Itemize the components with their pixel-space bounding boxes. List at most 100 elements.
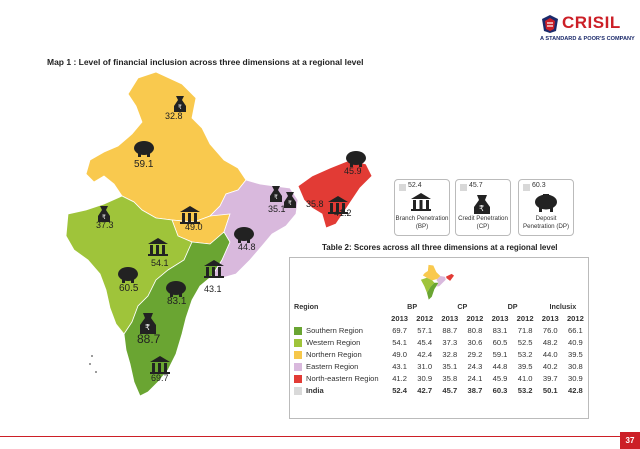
- piggy-bank-icon: [234, 227, 254, 243]
- map-label-north-mid: 59.1: [134, 159, 154, 170]
- india-region-map: ₹ ₹ ₹ ₹ ₹: [65, 71, 373, 397]
- svg-text:₹: ₹: [479, 204, 484, 213]
- table-row: Western Region 54.1 45.4 37.3 30.6 60.5 52.5 48…: [294, 336, 588, 348]
- table-row: North-eastern Region 41.2 30.9 35.8 24.1 45.9…: [294, 372, 588, 384]
- year-header: 2012: [466, 313, 484, 323]
- score-cell: 57.1: [417, 325, 433, 335]
- legend-label: Deposit Penetration (DP): [522, 215, 570, 230]
- legend-label: Credit Penetration (CP): [458, 215, 508, 230]
- year-header: 2013: [541, 313, 559, 323]
- legend-value: 60.3: [532, 182, 546, 189]
- score-cell: 42.8: [568, 385, 583, 395]
- region-color-swatch: [294, 362, 302, 371]
- region-color-swatch: [294, 338, 302, 347]
- group-header-inclusix: Inclusix: [549, 301, 577, 311]
- score-cell: 44.0: [542, 349, 558, 359]
- table-group-header-row: Region BP CP DP Inclusix: [294, 300, 588, 312]
- bank-icon: [150, 356, 170, 374]
- region-name: Eastern Region: [306, 361, 359, 371]
- score-cell: 30.9: [568, 373, 583, 383]
- region-cell: Southern Region: [294, 324, 387, 336]
- table-row: Northern Region 49.0 42.4 32.8 29.2 59.1 53.2 4…: [294, 348, 588, 360]
- money-bag-icon: ₹: [140, 313, 156, 334]
- table-row: Southern Region 69.7 57.1 88.7 80.8 83.1 71.8 7…: [294, 324, 588, 336]
- legend-deposit-penetration: 60.3 Deposit Penetration (DP): [518, 179, 574, 236]
- score-cell: 53.2: [517, 349, 533, 359]
- score-cell: 54.1: [392, 337, 407, 347]
- score-cell: 31.0: [417, 361, 433, 371]
- region-cell: Western Region: [294, 336, 387, 348]
- score-cell: 88.7: [442, 325, 458, 335]
- map-label-south-mid: 88.7: [137, 332, 161, 346]
- region-southern: [123, 231, 231, 397]
- map-label-ne-bottom: 41.2: [334, 208, 352, 218]
- scores-table: Region BP CP DP Inclusix 2013 2012 2013 …: [294, 300, 588, 396]
- region-color-swatch: [294, 386, 302, 395]
- score-cell: 60.5: [492, 337, 508, 347]
- legend-value: 45.7: [469, 182, 483, 189]
- region-name: Northern Region: [306, 349, 362, 359]
- score-cell: 76.0: [542, 325, 558, 335]
- group-header-cp: CP: [457, 301, 468, 311]
- brand-tagline: A STANDARD & POOR'S COMPANY: [540, 36, 635, 42]
- score-cell: 42.7: [417, 385, 433, 395]
- money-bag-icon: ₹: [174, 96, 186, 112]
- score-cell: 40.9: [568, 337, 583, 347]
- year-header: 2013: [391, 313, 409, 323]
- year-header: 2012: [416, 313, 434, 323]
- crisil-emblem-icon: [542, 15, 558, 33]
- piggy-bank-icon: [346, 151, 366, 167]
- score-cell: 41.2: [392, 373, 407, 383]
- money-bag-icon: ₹: [98, 206, 110, 222]
- region-header: Region: [294, 301, 319, 311]
- score-cell: 60.3: [492, 385, 508, 395]
- money-bag-icon: ₹: [474, 195, 490, 214]
- map-label-ne-mid: 35.8: [306, 199, 324, 209]
- money-bag-icon: ₹: [270, 186, 282, 202]
- svg-text:₹: ₹: [145, 323, 150, 332]
- legend-branch-penetration: 52.4 Branch Penetration (BP): [394, 179, 450, 236]
- region-north-eastern: [297, 159, 373, 229]
- group-header-dp: DP: [507, 301, 518, 311]
- group-header-bp: BP: [407, 301, 418, 311]
- table-row: India 52.4 42.7 45.7 38.7 60.3 53.2 50.1 42.8: [294, 384, 588, 396]
- footer-rule: [0, 436, 640, 437]
- table-year-row: 2013 2012 2013 2012 2013 2012 2013 2012: [294, 312, 588, 324]
- region-color-swatch: [294, 350, 302, 359]
- score-cell: 49.0: [392, 349, 407, 359]
- score-cell: 59.1: [492, 349, 508, 359]
- map-label-east-bottom: 43.1: [204, 284, 222, 294]
- region-eastern: [208, 179, 299, 279]
- score-cell: 43.1: [392, 361, 407, 371]
- score-cell: 24.3: [467, 361, 483, 371]
- year-header: 2013: [441, 313, 459, 323]
- score-cell: 66.1: [568, 325, 583, 335]
- score-cell: 50.1: [542, 385, 558, 395]
- score-cell: 53.2: [517, 385, 533, 395]
- score-cell: 42.4: [417, 349, 433, 359]
- year-header: 2013: [491, 313, 509, 323]
- region-northern: [85, 71, 247, 223]
- score-cell: 45.4: [417, 337, 433, 347]
- score-cell: 45.7: [442, 385, 458, 395]
- score-cell: 52.5: [517, 337, 533, 347]
- region-cell: Northern Region: [294, 348, 387, 360]
- map-title: Map 1 : Level of financial inclusion acr…: [47, 57, 364, 67]
- score-cell: 41.0: [517, 373, 533, 383]
- score-cell: 35.1: [442, 361, 458, 371]
- score-cell: 39.5: [568, 349, 583, 359]
- region-cell: North-eastern Region: [294, 372, 387, 384]
- year-header: 2012: [566, 313, 584, 323]
- map-label-east-top: 35.1: [268, 204, 286, 214]
- map-label-south-bottom: 69.7: [151, 373, 169, 383]
- region-cell: India: [294, 384, 387, 396]
- bank-icon: [328, 196, 348, 214]
- region-color-swatch: [294, 374, 302, 383]
- legend-swatch: [399, 184, 406, 191]
- region-name: Southern Region: [306, 325, 363, 335]
- legend-swatch: [523, 184, 530, 191]
- score-cell: 48.2: [542, 337, 558, 347]
- bank-icon: [411, 193, 431, 211]
- map-label-south-top: 83.1: [167, 296, 187, 307]
- score-cell: 30.6: [467, 337, 483, 347]
